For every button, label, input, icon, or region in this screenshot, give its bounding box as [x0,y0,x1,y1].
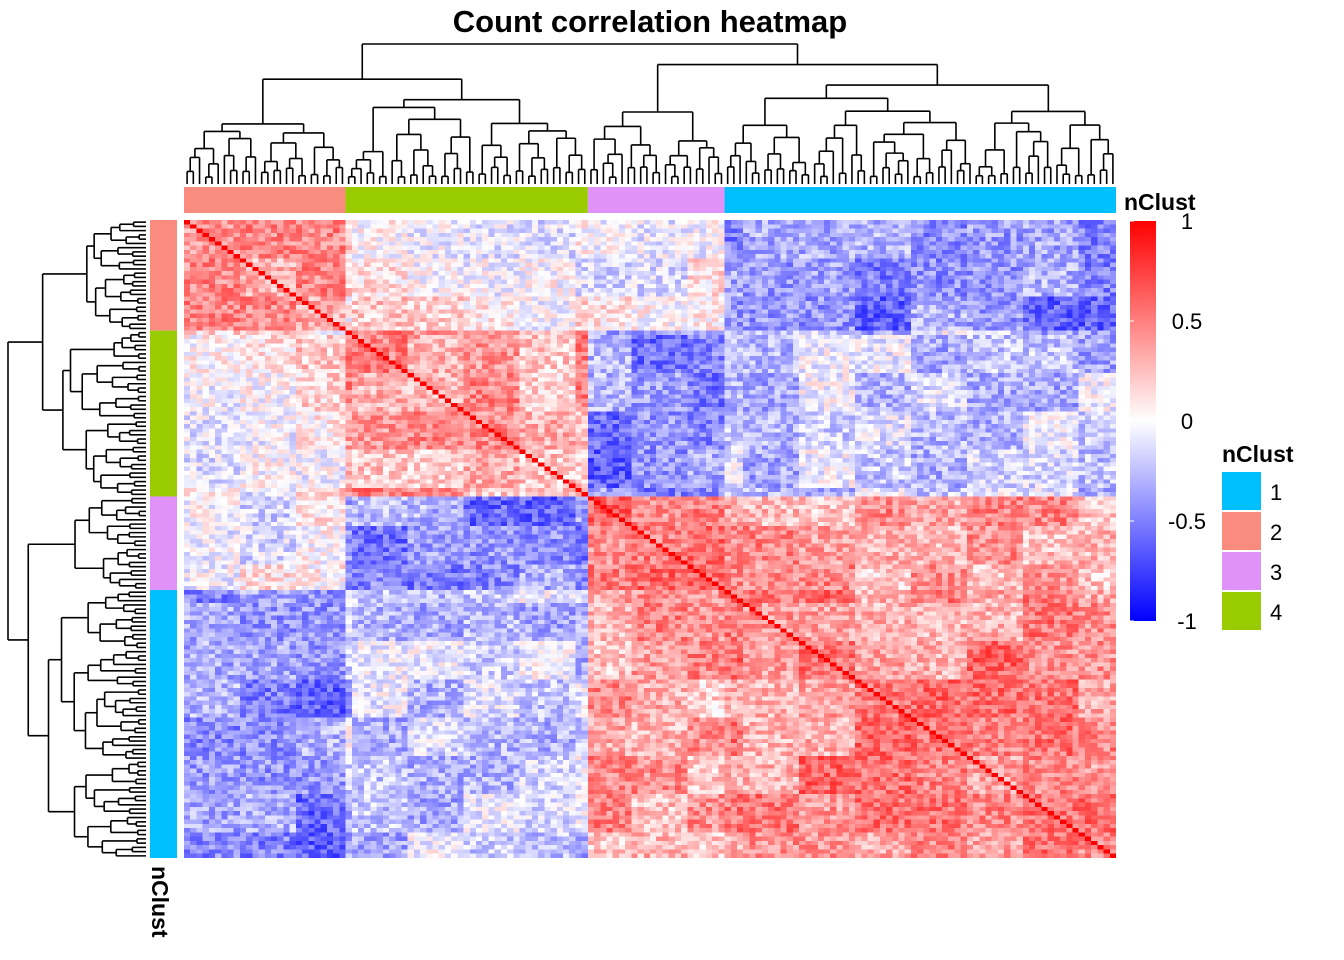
row-annotation-segment-3 [150,496,177,591]
row-annotation-bar [150,220,177,858]
cluster-legend: nClust 1 2 3 4 [1222,441,1294,630]
color-scale-tick-label: 0.5 [1172,309,1203,334]
color-scale-bar [1130,221,1156,621]
cluster-legend-title: nClust [1222,441,1294,467]
row-annotation-segment-4 [150,330,177,497]
column-annotation-segment-1 [724,187,1116,213]
cluster-legend-swatch-4 [1222,592,1261,630]
column-annotation-label: nClust [1124,189,1196,215]
row-annotation-label: nClust [147,866,173,938]
cluster-legend-swatch-1 [1222,472,1261,510]
cluster-legend-label-3: 3 [1270,560,1282,585]
cluster-legend-label-4: 4 [1270,600,1282,625]
column-annotation-segment-3 [587,187,725,213]
color-scale-legend: 1 0.5 0 -0.5 -1 [1130,209,1206,634]
chart-title: Count correlation heatmap [453,4,847,39]
heatmap-body [184,220,1116,858]
column-dendrogram [186,43,1114,184]
column-annotation-bar [184,187,1116,213]
color-scale-tick-label: -1 [1177,609,1197,634]
color-scale-tick-label: 0 [1181,409,1193,434]
row-annotation-segment-1 [150,590,177,858]
color-scale-tick-label: 1 [1181,209,1193,234]
color-scale-tick-label: -0.5 [1168,509,1206,534]
column-annotation-segment-2 [184,187,346,213]
row-annotation-segment-2 [150,220,177,331]
cluster-legend-label-1: 1 [1270,480,1282,505]
row-dendrogram [7,221,146,857]
cluster-legend-label-2: 2 [1270,520,1282,545]
cluster-legend-swatch-2 [1222,512,1261,550]
cluster-legend-swatch-3 [1222,552,1261,590]
column-annotation-segment-4 [345,187,588,213]
